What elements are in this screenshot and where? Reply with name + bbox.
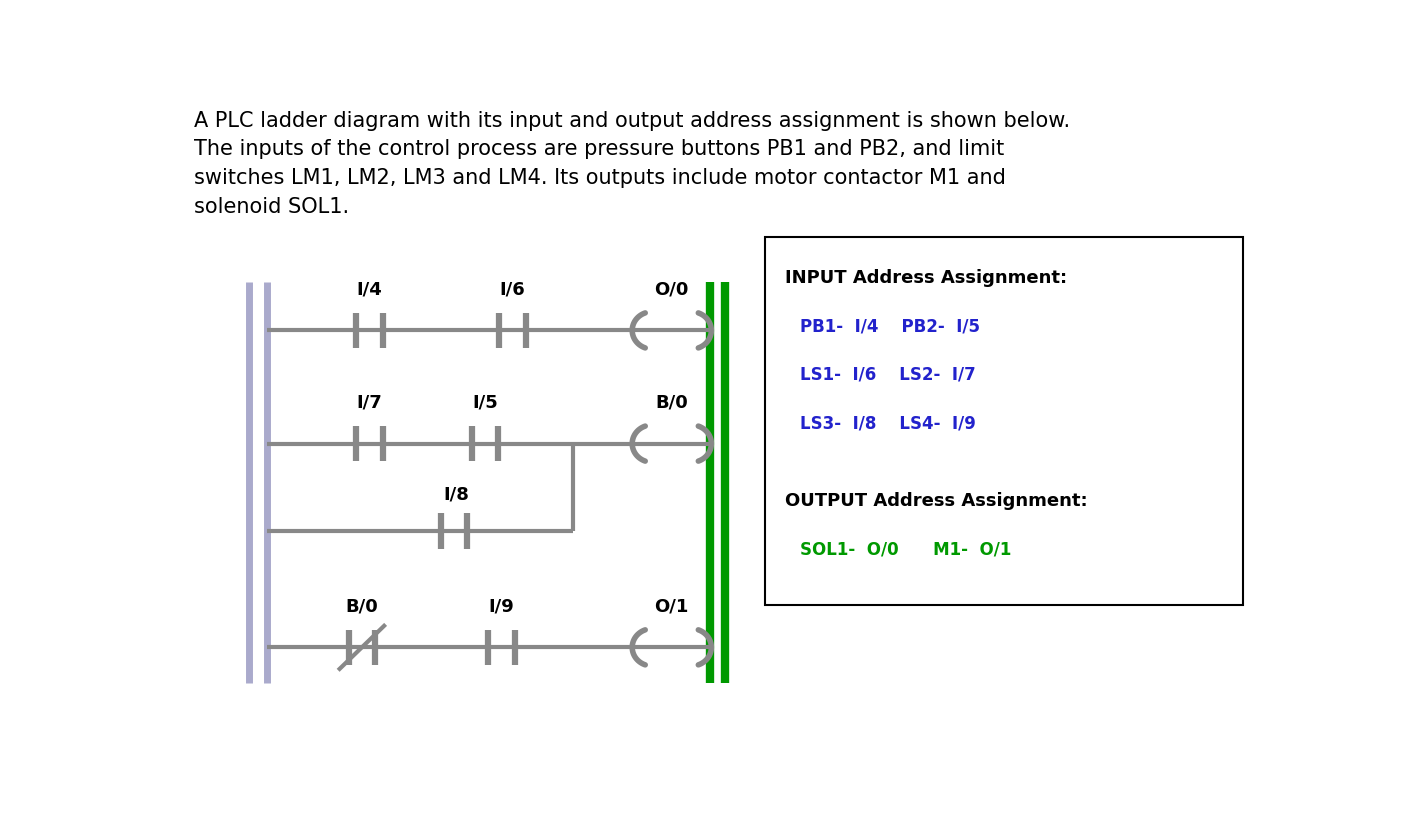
Text: I/9: I/9 — [489, 597, 515, 616]
Text: LS1-  I/6    LS2-  I/7: LS1- I/6 LS2- I/7 — [800, 366, 976, 384]
Text: I/5: I/5 — [472, 394, 498, 412]
Text: B/0: B/0 — [655, 394, 688, 412]
FancyBboxPatch shape — [766, 237, 1244, 606]
Text: I/6: I/6 — [499, 281, 525, 298]
Text: I/4: I/4 — [357, 281, 383, 298]
Text: INPUT Address Assignment:: INPUT Address Assignment: — [786, 269, 1068, 287]
Text: PB1-  I/4    PB2-  I/5: PB1- I/4 PB2- I/5 — [800, 318, 980, 335]
Text: I/7: I/7 — [357, 394, 383, 412]
Text: OUTPUT Address Assignment:: OUTPUT Address Assignment: — [786, 492, 1088, 510]
Text: O/1: O/1 — [655, 597, 689, 616]
Text: I/8: I/8 — [444, 486, 469, 503]
Text: O/0: O/0 — [655, 281, 689, 298]
Text: SOL1-  O/0      M1-  O/1: SOL1- O/0 M1- O/1 — [800, 541, 1011, 559]
Text: B/0: B/0 — [346, 597, 379, 616]
Text: LS3-  I/8    LS4-  I/9: LS3- I/8 LS4- I/9 — [800, 414, 976, 433]
Text: A PLC ladder diagram with its input and output address assignment is shown below: A PLC ladder diagram with its input and … — [194, 111, 1069, 217]
